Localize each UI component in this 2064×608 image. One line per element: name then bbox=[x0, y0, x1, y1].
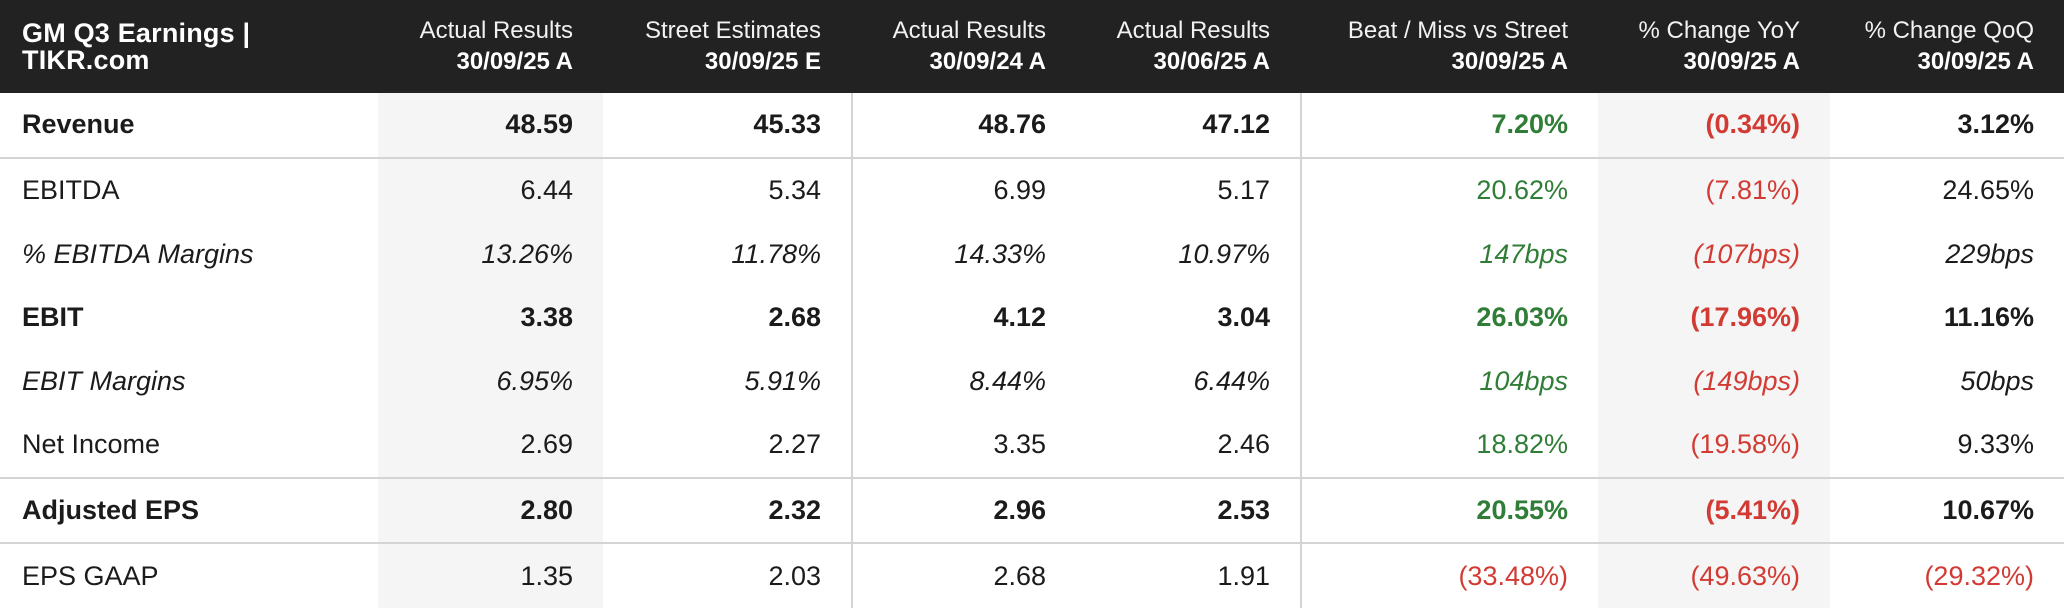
cell-value: 2.46 bbox=[1217, 429, 1270, 460]
cell-value: 5.17 bbox=[1217, 174, 1270, 205]
cell-change-qoq: 229bps bbox=[1945, 238, 2034, 269]
cell-change-yoy: (5.41%) bbox=[1598, 478, 1830, 543]
column-header-beat-miss: Beat / Miss vs Street 30/09/25 A bbox=[1300, 0, 1598, 93]
cell-value: 11.78% bbox=[731, 238, 821, 269]
cell-beat-miss: 7.20% bbox=[1300, 93, 1598, 157]
cell-change-yoy: (7.81%) bbox=[1598, 158, 1830, 223]
cell-change-qoq: 50bps bbox=[1960, 365, 2034, 396]
column-header-date: 30/09/24 A bbox=[929, 48, 1046, 75]
cell-change-qoq: 24.65% bbox=[1942, 174, 2034, 205]
cell-beat-miss: 104bps bbox=[1300, 349, 1598, 414]
cell-change-qoq: (29.32%) bbox=[1924, 560, 2034, 591]
column-header-date: 30/09/25 A bbox=[456, 48, 573, 75]
column-header-label: Street Estimates bbox=[644, 17, 821, 44]
cell-change-qoq: 10.67% bbox=[1942, 495, 2034, 526]
column-header-change-qoq: % Change QoQ 30/09/25 A bbox=[1830, 0, 2064, 93]
cell-value: 48.59 bbox=[378, 93, 603, 157]
column-header-label: % Change YoY bbox=[1638, 17, 1800, 44]
cell-value: 6.44% bbox=[1193, 365, 1270, 396]
column-header-actual-q2-25: Actual Results 30/06/25 A bbox=[1076, 0, 1300, 93]
cell-change-yoy: (0.34%) bbox=[1598, 93, 1830, 157]
table-row-ebit-margins: EBIT Margins 6.95% 5.91% 8.44% 6.44% 104… bbox=[0, 349, 2064, 414]
cell-beat-miss: 20.62% bbox=[1300, 158, 1598, 223]
cell-value: 2.96 bbox=[851, 478, 1076, 543]
row-label: % EBITDA Margins bbox=[22, 238, 254, 269]
column-header-date: 30/09/25 A bbox=[1451, 48, 1568, 75]
cell-beat-miss: 18.82% bbox=[1300, 413, 1598, 477]
table-row-eps-gaap: EPS GAAP 1.35 2.03 2.68 1.91 (33.48%) (4… bbox=[0, 544, 2064, 608]
cell-change-yoy: (149bps) bbox=[1598, 349, 1830, 414]
cell-value: 3.04 bbox=[1217, 302, 1270, 333]
row-label: Net Income bbox=[22, 429, 161, 460]
cell-value: 14.33% bbox=[851, 222, 1076, 286]
cell-beat-miss: 20.55% bbox=[1300, 478, 1598, 543]
row-label: EBITDA bbox=[22, 174, 120, 205]
table-row-revenue: Revenue 48.59 45.33 48.76 47.12 7.20% (0… bbox=[0, 93, 2064, 159]
column-header-label: % Change QoQ bbox=[1864, 17, 2034, 44]
cell-value: 48.76 bbox=[851, 93, 1076, 157]
column-header-date: 30/09/25 A bbox=[1917, 48, 2034, 75]
cell-beat-miss: (33.48%) bbox=[1300, 544, 1598, 608]
column-header-label: Actual Results bbox=[1116, 17, 1270, 44]
cell-change-qoq: 11.16% bbox=[1943, 302, 2034, 333]
cell-change-qoq: 3.12% bbox=[1957, 109, 2034, 140]
column-header-actual-q3-24: Actual Results 30/09/24 A bbox=[851, 0, 1076, 93]
column-header-date: 30/06/25 A bbox=[1153, 48, 1270, 75]
cell-value: 1.91 bbox=[1217, 560, 1270, 591]
cell-value: 2.32 bbox=[768, 495, 821, 526]
cell-value: 2.03 bbox=[768, 560, 821, 591]
cell-change-qoq: 9.33% bbox=[1957, 429, 2034, 460]
column-header-label: Actual Results bbox=[892, 17, 1046, 44]
cell-change-yoy: (49.63%) bbox=[1598, 544, 1830, 608]
cell-change-yoy: (19.58%) bbox=[1598, 413, 1830, 477]
column-header-label: Actual Results bbox=[419, 17, 573, 44]
cell-value: 5.34 bbox=[768, 174, 821, 205]
row-label: EBIT Margins bbox=[22, 365, 186, 396]
cell-value: 5.91% bbox=[744, 365, 821, 396]
cell-value: 2.80 bbox=[378, 478, 603, 543]
column-header-street-estimates: Street Estimates 30/09/25 E bbox=[603, 0, 851, 93]
cell-value: 2.68 bbox=[851, 544, 1076, 608]
row-label: Revenue bbox=[22, 109, 135, 140]
cell-value: 2.27 bbox=[768, 429, 821, 460]
cell-value: 6.44 bbox=[378, 158, 603, 223]
cell-value: 2.69 bbox=[378, 413, 603, 477]
cell-value: 47.12 bbox=[1202, 109, 1270, 140]
cell-value: 1.35 bbox=[378, 544, 603, 608]
row-label: Adjusted EPS bbox=[22, 495, 200, 526]
cell-value: 6.99 bbox=[851, 158, 1076, 223]
column-header-date: 30/09/25 A bbox=[1683, 48, 1800, 75]
cell-value: 13.26% bbox=[378, 222, 603, 286]
column-header-date: 30/09/25 E bbox=[704, 48, 821, 75]
table-title-cell: GM Q3 Earnings | TIKR.com bbox=[0, 0, 378, 93]
cell-change-yoy: (17.96%) bbox=[1598, 285, 1830, 350]
row-label: EBIT bbox=[22, 302, 84, 333]
table-header: GM Q3 Earnings | TIKR.com Actual Results… bbox=[0, 0, 2064, 93]
table-row-ebit: EBIT 3.38 2.68 4.12 3.04 26.03% (17.96%)… bbox=[0, 285, 2064, 350]
cell-value: 4.12 bbox=[851, 285, 1076, 350]
table-title: GM Q3 Earnings | TIKR.com bbox=[22, 17, 251, 75]
cell-value: 2.53 bbox=[1217, 495, 1270, 526]
table-row-ebitda-margins: % EBITDA Margins 13.26% 11.78% 14.33% 10… bbox=[0, 222, 2064, 286]
cell-value: 3.35 bbox=[851, 413, 1076, 477]
cell-beat-miss: 26.03% bbox=[1300, 285, 1598, 350]
cell-value: 45.33 bbox=[753, 109, 821, 140]
table-row-ebitda: EBITDA 6.44 5.34 6.99 5.17 20.62% (7.81%… bbox=[0, 158, 2064, 223]
table-row-adjusted-eps: Adjusted EPS 2.80 2.32 2.96 2.53 20.55% … bbox=[0, 478, 2064, 545]
cell-value: 10.97% bbox=[1178, 238, 1270, 269]
cell-value: 8.44% bbox=[851, 349, 1076, 414]
row-label: EPS GAAP bbox=[22, 560, 159, 591]
table-row-net-income: Net Income 2.69 2.27 3.35 2.46 18.82% (1… bbox=[0, 413, 2064, 479]
column-header-change-yoy: % Change YoY 30/09/25 A bbox=[1598, 0, 1830, 93]
cell-value: 6.95% bbox=[378, 349, 603, 414]
cell-value: 3.38 bbox=[378, 285, 603, 350]
column-header-label: Beat / Miss vs Street bbox=[1347, 17, 1568, 44]
cell-beat-miss: 147bps bbox=[1300, 222, 1598, 286]
cell-change-yoy: (107bps) bbox=[1598, 222, 1830, 286]
column-header-actual-q3-25: Actual Results 30/09/25 A bbox=[378, 0, 603, 93]
cell-value: 2.68 bbox=[768, 302, 821, 333]
